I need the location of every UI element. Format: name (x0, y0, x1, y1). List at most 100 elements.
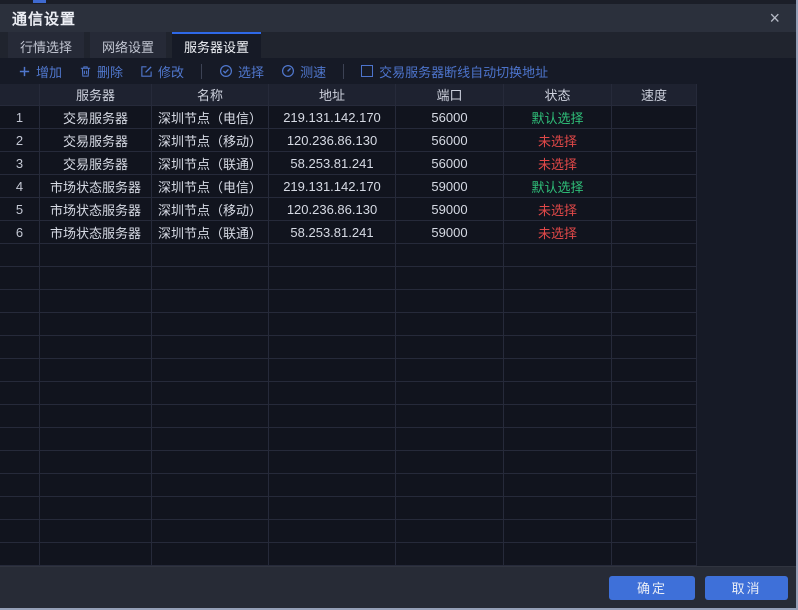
cell-server: 交易服务器 (40, 106, 152, 129)
select-button[interactable]: 选择 (219, 62, 264, 81)
cell-speed (612, 451, 697, 474)
cell-server (40, 267, 152, 290)
cell-port (396, 267, 504, 290)
cell-server (40, 244, 152, 267)
cell-status (504, 359, 612, 382)
toolbar: 增加 删除 修改 选择 测速 交易服务器断线自动切换地址 (0, 58, 796, 84)
cell-address (269, 474, 396, 497)
delete-button[interactable]: 删除 (79, 62, 123, 81)
cell-num (0, 267, 40, 290)
table-row-empty[interactable] (0, 520, 697, 543)
table-row[interactable]: 5 市场状态服务器 深圳节点（移动） 120.236.86.130 59000 未选择 (0, 198, 697, 221)
cell-num (0, 543, 40, 566)
table-row[interactable]: 4 市场状态服务器 深圳节点（电信） 219.131.142.170 59000 默认选择 (0, 175, 697, 198)
cell-port (396, 313, 504, 336)
cell-speed (612, 336, 697, 359)
table-row-empty[interactable] (0, 451, 697, 474)
table-row-empty[interactable] (0, 497, 697, 520)
cell-name: 深圳节点（电信） (152, 175, 269, 198)
tab-server-settings[interactable]: 服务器设置 (172, 32, 262, 58)
table-row-empty[interactable] (0, 474, 697, 497)
table-row-empty[interactable] (0, 290, 697, 313)
table-row-empty[interactable] (0, 405, 697, 428)
cell-status (504, 267, 612, 290)
cell-status: 默认选择 (504, 106, 612, 129)
cell-name (152, 405, 269, 428)
cell-address: 120.236.86.130 (269, 198, 396, 221)
cell-speed (612, 543, 697, 566)
tab-network-settings[interactable]: 网络设置 (90, 32, 167, 58)
cell-address (269, 520, 396, 543)
server-table-body: 1 交易服务器 深圳节点（电信） 219.131.142.170 56000 默认选择 2 交… (0, 106, 697, 566)
add-button[interactable]: 增加 (18, 62, 62, 81)
edit-icon (140, 65, 153, 78)
dialog-title: 通信设置 (12, 10, 77, 28)
cell-num: 5 (0, 198, 40, 221)
cell-port: 59000 (396, 221, 504, 244)
cell-num (0, 244, 40, 267)
tab-label: 网络设置 (102, 39, 155, 55)
cell-port (396, 451, 504, 474)
cell-address (269, 543, 396, 566)
toolbar-separator (343, 63, 345, 79)
table-row[interactable]: 3 交易服务器 深圳节点（联通） 58.253.81.241 56000 未选择 (0, 152, 697, 175)
table-row-empty[interactable] (0, 336, 697, 359)
table-row-empty[interactable] (0, 244, 697, 267)
modify-button[interactable]: 修改 (140, 62, 184, 81)
tab-market-selection[interactable]: 行情选择 (8, 32, 85, 58)
cell-address (269, 313, 396, 336)
close-icon[interactable]: × (769, 8, 780, 28)
table-right-filler (697, 84, 796, 566)
tab-label: 行情选择 (20, 39, 73, 55)
column-header-status: 状态 (504, 84, 612, 106)
cell-status (504, 290, 612, 313)
cell-name (152, 359, 269, 382)
cell-status (504, 336, 612, 359)
cell-status: 未选择 (504, 152, 612, 175)
cell-server (40, 543, 152, 566)
cell-server: 市场状态服务器 (40, 175, 152, 198)
cell-status (504, 451, 612, 474)
cell-num (0, 451, 40, 474)
checkbox-icon (361, 65, 374, 77)
cell-num (0, 520, 40, 543)
cell-status (504, 497, 612, 520)
auto-switch-checkbox[interactable]: 交易服务器断线自动切换地址 (361, 62, 548, 81)
cell-name (152, 382, 269, 405)
cell-address (269, 290, 396, 313)
check-circle-icon (219, 64, 233, 78)
delete-label: 删除 (97, 64, 124, 80)
cell-address: 120.236.86.130 (269, 129, 396, 152)
cell-server (40, 290, 152, 313)
speedtest-button[interactable]: 测速 (281, 62, 326, 81)
cell-name (152, 520, 269, 543)
cell-status (504, 520, 612, 543)
table-row[interactable]: 1 交易服务器 深圳节点（电信） 219.131.142.170 56000 默认选择 (0, 106, 697, 129)
table-row-empty[interactable] (0, 313, 697, 336)
column-header-index (0, 84, 40, 106)
table-row-empty[interactable] (0, 382, 697, 405)
cell-speed (612, 267, 697, 290)
table-row[interactable]: 2 交易服务器 深圳节点（移动） 120.236.86.130 56000 未选择 (0, 129, 697, 152)
cell-address (269, 267, 396, 290)
cell-speed (612, 106, 697, 129)
cell-name (152, 451, 269, 474)
cell-name: 深圳节点（电信） (152, 106, 269, 129)
table-row-empty[interactable] (0, 267, 697, 290)
column-header-port: 端口 (396, 84, 504, 106)
cell-name: 深圳节点（移动） (152, 198, 269, 221)
cell-num: 4 (0, 175, 40, 198)
table-row-empty[interactable] (0, 428, 697, 451)
ok-button[interactable]: 确定 (609, 575, 695, 600)
footer-bar: 确定 取消 (0, 566, 796, 608)
cell-speed (612, 520, 697, 543)
cell-address (269, 244, 396, 267)
table-row-empty[interactable] (0, 359, 697, 382)
cell-server: 交易服务器 (40, 129, 152, 152)
server-table: 服务器 名称 地址 端口 状态 速度 1 交易服务器 深圳节点（电信） 219.131… (0, 84, 697, 566)
cell-port (396, 244, 504, 267)
table-row[interactable]: 6 市场状态服务器 深圳节点（联通） 58.253.81.241 59000 未选择 (0, 221, 697, 244)
table-row-empty[interactable] (0, 543, 697, 566)
cancel-button[interactable]: 取消 (705, 575, 788, 600)
cell-speed (612, 244, 697, 267)
